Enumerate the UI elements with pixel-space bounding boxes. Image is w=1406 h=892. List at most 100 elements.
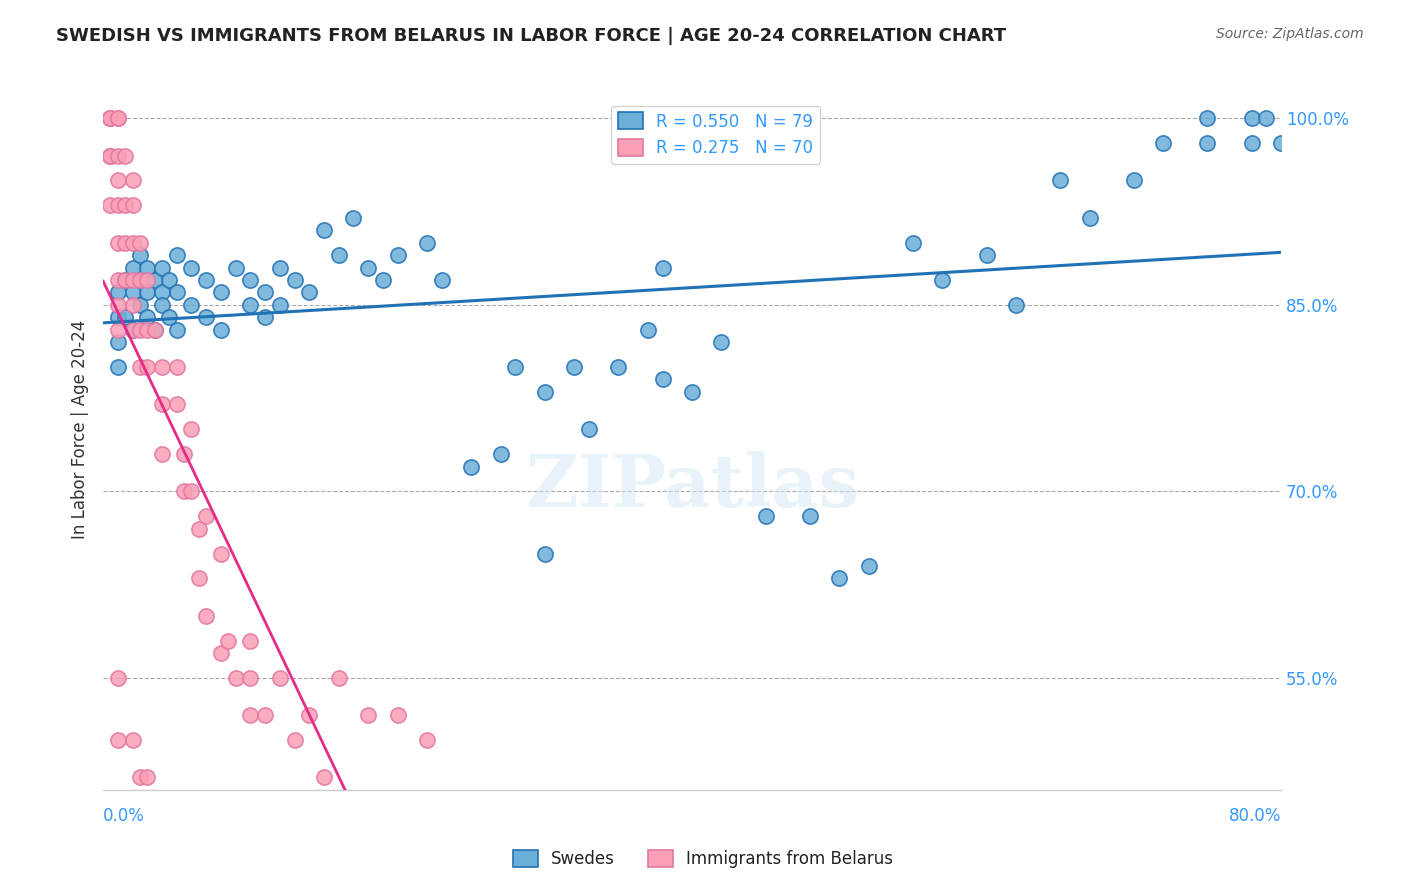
Point xyxy=(100,148,122,162)
Point xyxy=(533,547,555,561)
Point xyxy=(371,273,394,287)
Point xyxy=(312,223,335,237)
Point xyxy=(1078,211,1101,225)
Point xyxy=(387,248,409,262)
Point xyxy=(1256,112,1278,126)
Point xyxy=(180,484,202,499)
Point xyxy=(298,285,321,300)
Text: 80.0%: 80.0% xyxy=(1229,807,1281,825)
Point xyxy=(150,397,173,411)
Point xyxy=(637,323,659,337)
Point xyxy=(121,198,143,212)
Point xyxy=(136,323,159,337)
Point xyxy=(107,112,129,126)
Point xyxy=(114,310,136,325)
Point xyxy=(209,323,232,337)
Point xyxy=(166,397,188,411)
Point xyxy=(100,112,122,126)
Point xyxy=(710,335,733,350)
Point xyxy=(121,298,143,312)
Point xyxy=(195,273,218,287)
Point xyxy=(150,298,173,312)
Point xyxy=(416,235,439,250)
Point xyxy=(100,148,122,162)
Point xyxy=(254,285,277,300)
Point xyxy=(187,522,209,536)
Point xyxy=(416,733,439,747)
Point xyxy=(129,323,152,337)
Point xyxy=(1270,136,1292,150)
Point xyxy=(187,571,209,585)
Point xyxy=(150,285,173,300)
Point xyxy=(239,633,262,648)
Point xyxy=(136,359,159,374)
Point xyxy=(136,285,159,300)
Point xyxy=(239,708,262,723)
Text: 0.0%: 0.0% xyxy=(103,807,145,825)
Point xyxy=(107,273,129,287)
Point xyxy=(607,359,630,374)
Point xyxy=(505,359,527,374)
Point xyxy=(489,447,512,461)
Point xyxy=(209,285,232,300)
Point xyxy=(107,310,129,325)
Point xyxy=(430,273,453,287)
Point xyxy=(1122,173,1144,187)
Point xyxy=(681,384,703,399)
Point xyxy=(100,112,122,126)
Point xyxy=(107,198,129,212)
Point xyxy=(328,671,350,685)
Point xyxy=(136,310,159,325)
Point xyxy=(195,608,218,623)
Point xyxy=(312,771,335,785)
Point xyxy=(976,248,998,262)
Point xyxy=(173,484,195,499)
Point xyxy=(136,771,159,785)
Point xyxy=(157,310,180,325)
Point xyxy=(143,273,166,287)
Point xyxy=(209,547,232,561)
Point xyxy=(114,198,136,212)
Point xyxy=(100,112,122,126)
Point xyxy=(166,285,188,300)
Point xyxy=(651,372,673,386)
Point xyxy=(114,235,136,250)
Point xyxy=(107,285,129,300)
Point xyxy=(107,733,129,747)
Point xyxy=(129,359,152,374)
Point xyxy=(107,671,129,685)
Point xyxy=(166,323,188,337)
Point xyxy=(129,273,152,287)
Text: ZIPatlas: ZIPatlas xyxy=(524,451,859,523)
Point xyxy=(578,422,600,436)
Point xyxy=(129,771,152,785)
Point xyxy=(269,298,291,312)
Point xyxy=(283,273,305,287)
Point xyxy=(166,248,188,262)
Point xyxy=(121,235,143,250)
Point xyxy=(239,273,262,287)
Point xyxy=(143,323,166,337)
Point xyxy=(173,447,195,461)
Point xyxy=(217,633,239,648)
Point xyxy=(100,198,122,212)
Point xyxy=(931,273,953,287)
Point xyxy=(114,273,136,287)
Point xyxy=(107,173,129,187)
Point xyxy=(460,459,482,474)
Point xyxy=(328,248,350,262)
Point xyxy=(1197,112,1219,126)
Text: Source: ZipAtlas.com: Source: ZipAtlas.com xyxy=(1216,27,1364,41)
Point xyxy=(157,273,180,287)
Point xyxy=(357,708,380,723)
Point xyxy=(239,298,262,312)
Point xyxy=(121,323,143,337)
Point xyxy=(180,260,202,275)
Point xyxy=(1152,136,1174,150)
Point xyxy=(121,733,143,747)
Point xyxy=(342,211,364,225)
Legend: Swedes, Immigrants from Belarus: Swedes, Immigrants from Belarus xyxy=(506,843,900,875)
Point xyxy=(107,323,129,337)
Point xyxy=(114,273,136,287)
Point xyxy=(121,273,143,287)
